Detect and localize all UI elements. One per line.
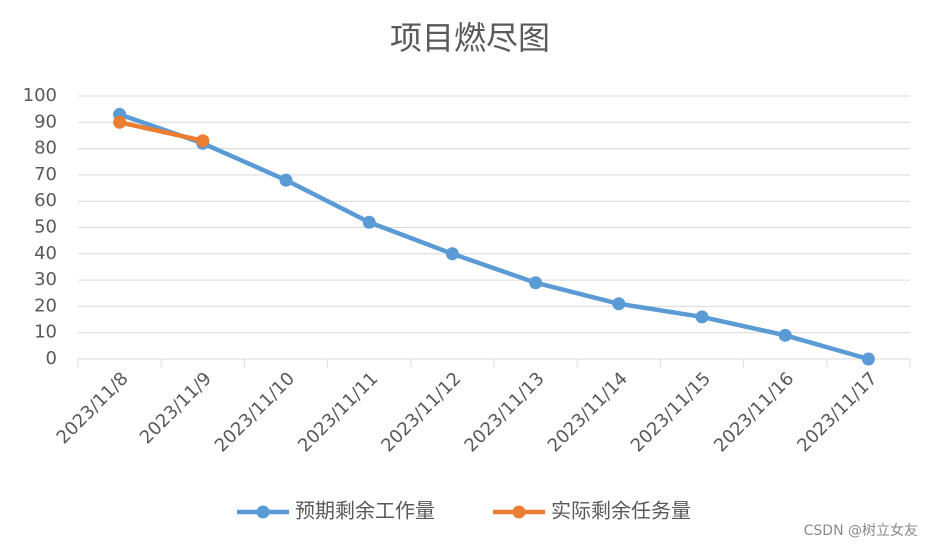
x-tick-label: 2023/11/14: [544, 368, 632, 456]
x-tick-label: 2023/11/13: [460, 368, 548, 456]
y-tick-label: 70: [34, 164, 57, 185]
y-tick-label: 80: [34, 138, 57, 159]
series-line: [119, 120, 204, 143]
x-tick-label: 2023/11/17: [793, 368, 881, 456]
x-tick-label: 2023/11/9: [136, 368, 216, 448]
legend-marker: [512, 505, 526, 519]
y-tick-label: 50: [34, 217, 57, 238]
data-point: [778, 328, 792, 342]
data-point: [612, 297, 626, 311]
watermark: CSDN @树立女友: [804, 522, 918, 539]
y-tick-label: 100: [23, 85, 57, 106]
data-point: [113, 115, 127, 129]
data-point: [362, 215, 376, 229]
x-tick-label: 2023/11/8: [53, 368, 133, 448]
legend-label: 预期剩余工作量: [295, 499, 435, 523]
y-tick-label: 60: [34, 190, 57, 211]
series-line: [118, 112, 870, 362]
x-tick-label: 2023/11/16: [710, 368, 798, 456]
y-tick-label: 20: [34, 295, 57, 316]
data-point: [279, 173, 293, 187]
legend-marker: [256, 505, 270, 519]
data-point: [196, 134, 210, 148]
x-tick-label: 2023/11/11: [294, 368, 382, 456]
data-point: [529, 276, 543, 290]
y-tick-label: 40: [34, 243, 57, 264]
data-point: [695, 310, 709, 324]
y-tick-label: 90: [34, 111, 57, 132]
data-point: [445, 247, 459, 261]
chart-title: 项目燃尽图: [390, 19, 550, 57]
y-tick-label: 30: [34, 269, 57, 290]
y-tick-label: 0: [46, 348, 57, 369]
y-tick-label: 10: [34, 322, 57, 343]
x-tick-label: 2023/11/10: [211, 368, 299, 456]
x-tick-label: 2023/11/12: [377, 368, 465, 456]
x-tick-label: 2023/11/15: [627, 368, 715, 456]
legend-label: 实际剩余任务量: [551, 499, 691, 523]
data-point: [861, 352, 875, 366]
